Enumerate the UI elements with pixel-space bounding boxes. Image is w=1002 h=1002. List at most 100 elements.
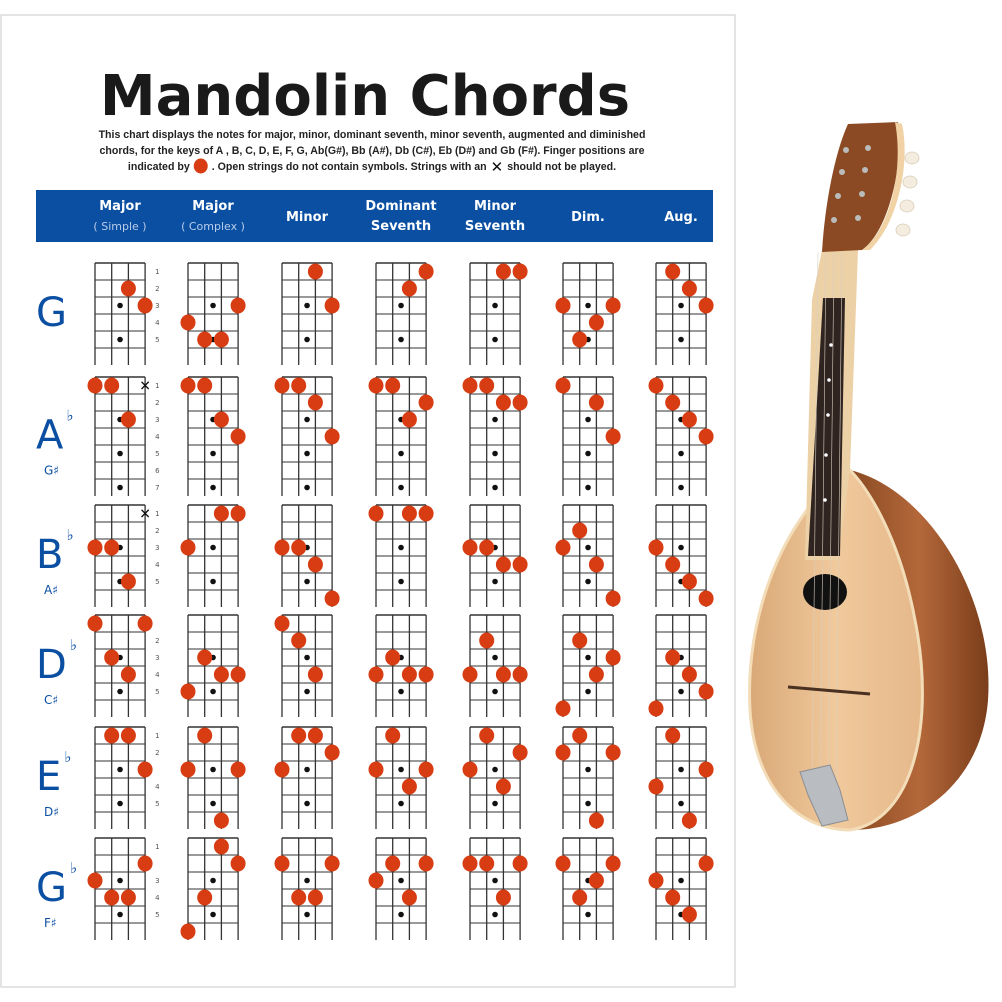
finger-dot <box>555 297 571 314</box>
finger-dot <box>698 428 714 445</box>
fret-number: 5 <box>155 688 159 696</box>
finger-dot <box>555 539 571 556</box>
finger-dot <box>665 727 681 744</box>
key-enharmonic-label: A♯ <box>44 583 58 597</box>
finger-dot <box>479 539 495 556</box>
finger-dot <box>291 632 307 649</box>
finger-dot <box>274 615 290 632</box>
column-headers: Major ( Simple ) Major ( Complex ) Minor Domi… <box>93 199 697 234</box>
chord-row-3: D ♭ C♯ 2 3 4 5 <box>36 614 714 717</box>
finger-dot <box>572 331 588 348</box>
poster-title: Mandolin Chords <box>100 64 630 129</box>
finger-dot <box>274 761 290 778</box>
inlay-dot-icon <box>678 766 684 773</box>
inlay-dot-icon <box>585 911 591 918</box>
fret-number: 3 <box>155 302 159 310</box>
inlay-dot-icon <box>492 578 498 585</box>
column-header-label: Dim. <box>571 210 605 225</box>
fret-number: 1 <box>155 268 159 276</box>
inlay-dot-icon <box>678 484 684 491</box>
finger-dot <box>495 556 511 573</box>
finger-dot <box>307 394 323 411</box>
key-flat-label: ♭ <box>66 526 73 544</box>
inlay-dot-icon <box>304 336 310 343</box>
finger-dot <box>512 394 528 411</box>
finger-dot <box>197 727 213 744</box>
finger-dot <box>401 505 417 522</box>
key-flat-label: ♭ <box>64 748 71 766</box>
finger-dot <box>120 280 136 297</box>
inlay-dot-icon <box>210 578 216 585</box>
chord-diagram: ✕ 1 2 3 4 5 <box>87 504 160 607</box>
chord-diagram <box>462 614 528 717</box>
finger-dot <box>479 855 495 872</box>
finger-dot <box>495 263 511 280</box>
finger-dot <box>213 505 229 522</box>
key-label: D <box>36 642 67 688</box>
chord-diagram <box>462 376 528 496</box>
key-label: G <box>36 865 67 911</box>
finger-dot <box>104 889 120 906</box>
column-header-2: Minor <box>286 210 329 225</box>
finger-dot <box>324 590 340 607</box>
finger-dot <box>180 539 196 556</box>
chord-diagram <box>469 262 528 365</box>
finger-dot <box>368 505 384 522</box>
finger-dot <box>588 556 604 573</box>
fret-number: 5 <box>155 911 159 919</box>
fret-number: 5 <box>155 450 159 458</box>
inlay-dot-icon <box>117 766 123 773</box>
finger-dot <box>104 377 120 394</box>
finger-dot <box>324 297 340 314</box>
inlay-dot-icon <box>492 800 498 807</box>
key-label: A <box>36 413 64 459</box>
chord-diagram: 1 3 4 5 <box>87 837 160 940</box>
chord-diagram <box>368 504 434 607</box>
finger-dot-legend-icon <box>193 158 208 174</box>
inlay-dot-icon <box>492 654 498 661</box>
column-header-sub: ( Complex ) <box>181 220 245 233</box>
chord-row-0: G 1 2 3 4 5 <box>36 262 714 365</box>
fret-number: 3 <box>155 654 159 662</box>
inlay-dot-icon <box>398 911 404 918</box>
chord-diagram <box>555 504 621 607</box>
finger-dot <box>681 812 697 829</box>
finger-dot <box>512 666 528 683</box>
finger-dot <box>588 872 604 889</box>
chord-row-1: A ♭ G♯ ✕ 1 2 3 4 5 6 7 <box>36 376 714 496</box>
inlay-dot-icon <box>117 484 123 491</box>
inlay-dot-icon <box>210 450 216 457</box>
key-label: B <box>36 532 63 578</box>
inlay-dot-icon <box>492 336 498 343</box>
fret-number: 5 <box>155 336 159 344</box>
inlay-dot-icon <box>678 336 684 343</box>
finger-dot <box>665 649 681 666</box>
inlay-dot-icon <box>117 688 123 695</box>
finger-dot <box>180 683 196 700</box>
finger-dot <box>368 666 384 683</box>
finger-dot <box>137 615 153 632</box>
muted-string-legend-icon: ✕ <box>491 158 504 176</box>
inlay-dot-icon <box>398 766 404 773</box>
finger-dot <box>572 889 588 906</box>
fret-number: 2 <box>155 399 159 407</box>
chord-diagram: 1 2 4 5 <box>94 726 160 829</box>
chord-diagram <box>180 376 246 496</box>
column-header-6: Aug. <box>664 210 698 225</box>
fret-number: 2 <box>155 637 159 645</box>
inlay-dot-icon <box>492 911 498 918</box>
finger-dot <box>495 778 511 795</box>
description-line-3b: . Open strings do not contain symbols. S… <box>212 161 487 173</box>
description-line-2: chords, for the keys of A , B, C, D, E, … <box>99 145 644 157</box>
description-line-3a: indicated by <box>128 161 190 173</box>
poster-description: This chart displays the notes for major,… <box>99 129 646 176</box>
finger-dot <box>324 744 340 761</box>
finger-dot <box>681 906 697 923</box>
column-header-5: Dim. <box>571 210 605 225</box>
finger-dot <box>555 744 571 761</box>
fret-number: 6 <box>155 467 160 475</box>
finger-dot <box>230 505 246 522</box>
finger-dot <box>665 263 681 280</box>
finger-dot <box>197 649 213 666</box>
chord-diagram <box>462 726 528 829</box>
